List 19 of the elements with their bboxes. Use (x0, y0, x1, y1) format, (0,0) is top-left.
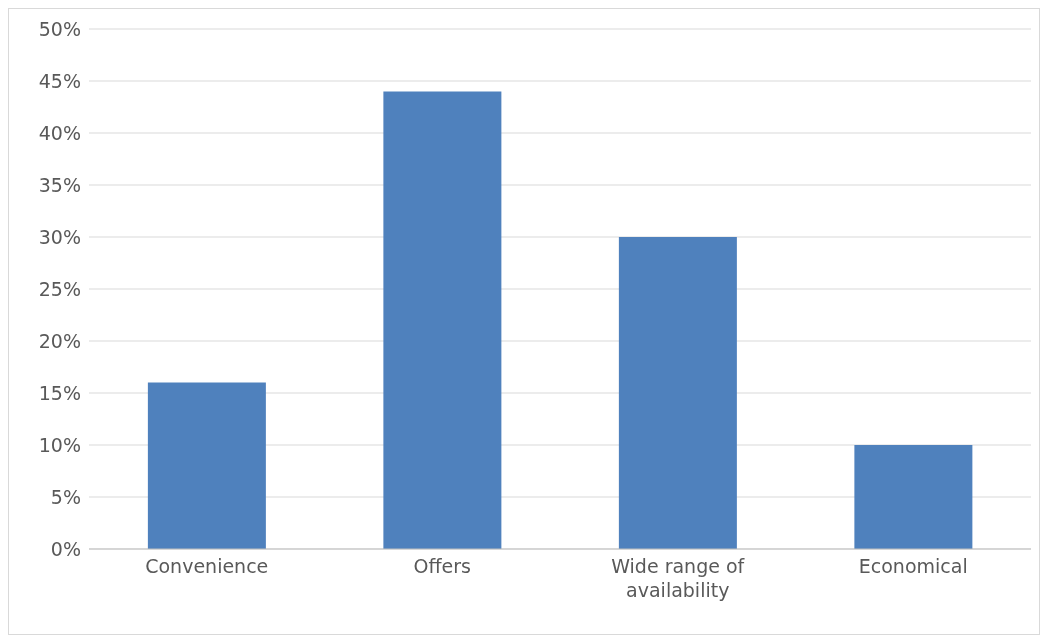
y-tick-label: 20% (38, 329, 81, 352)
x-tick-label: Convenience (145, 555, 269, 577)
y-tick-label: 30% (38, 225, 81, 248)
y-tick-label: 15% (38, 381, 81, 404)
bar (618, 237, 737, 549)
y-tick-label: 35% (38, 173, 81, 196)
bar (854, 445, 973, 549)
x-tick-label: Wide range of availability (611, 555, 746, 601)
x-tick-label: Offers (413, 555, 471, 577)
y-tick-label: 0% (50, 537, 81, 560)
bar (383, 91, 502, 549)
y-tick-label: 45% (38, 69, 81, 92)
y-tick-label: 50% (38, 17, 81, 40)
y-tick-label: 25% (38, 277, 81, 300)
y-tick-label: 5% (50, 485, 81, 508)
x-tick-label: Economical (858, 555, 968, 577)
y-tick-label: 40% (38, 121, 81, 144)
bar (147, 382, 266, 549)
y-tick-label: 10% (38, 433, 81, 456)
